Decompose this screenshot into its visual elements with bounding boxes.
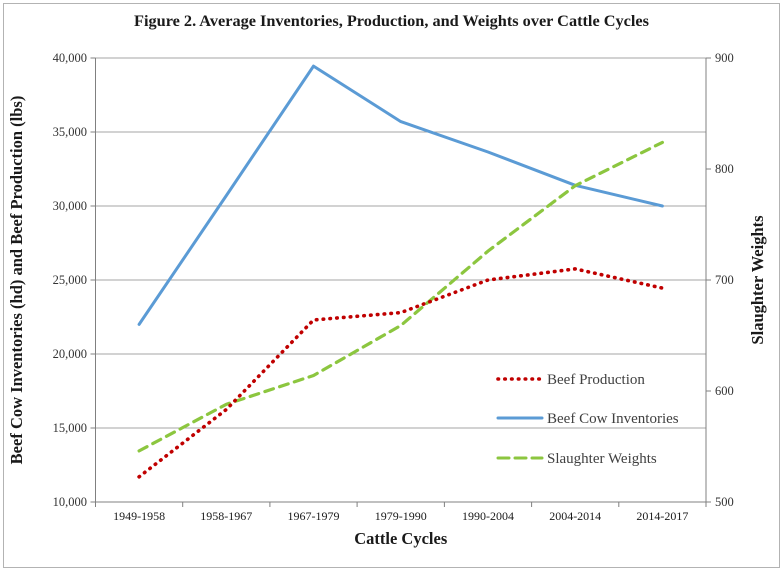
svg-text:Cattle Cycles: Cattle Cycles [354,529,448,548]
svg-text:2014-2017: 2014-2017 [636,509,688,523]
svg-text:30,000: 30,000 [53,199,87,213]
svg-text:25,000: 25,000 [53,273,87,287]
svg-text:500: 500 [715,495,734,509]
svg-text:800: 800 [715,162,734,176]
svg-text:40,000: 40,000 [53,51,87,65]
svg-text:700: 700 [715,273,734,287]
svg-text:Beef Cow Inventories (hd) and: Beef Cow Inventories (hd) and Beef Produ… [7,96,26,465]
svg-text:20,000: 20,000 [53,347,87,361]
svg-text:Slaughter Weights: Slaughter Weights [748,215,767,345]
svg-text:1967-1979: 1967-1979 [288,509,340,523]
svg-text:1979-1990: 1979-1990 [375,509,427,523]
svg-text:Slaughter Weights: Slaughter Weights [547,451,657,467]
svg-text:Beef Cow Inventories: Beef Cow Inventories [547,411,679,427]
svg-text:15,000: 15,000 [53,421,87,435]
svg-text:Beef Production: Beef Production [547,372,645,388]
svg-text:10,000: 10,000 [53,495,87,509]
svg-text:900: 900 [715,51,734,65]
svg-text:2004-2014: 2004-2014 [549,509,601,523]
svg-text:35,000: 35,000 [53,125,87,139]
svg-text:1949-1958: 1949-1958 [113,509,165,523]
svg-text:1958-1967: 1958-1967 [200,509,252,523]
svg-text:600: 600 [715,384,734,398]
svg-text:1990-2004: 1990-2004 [462,509,514,523]
